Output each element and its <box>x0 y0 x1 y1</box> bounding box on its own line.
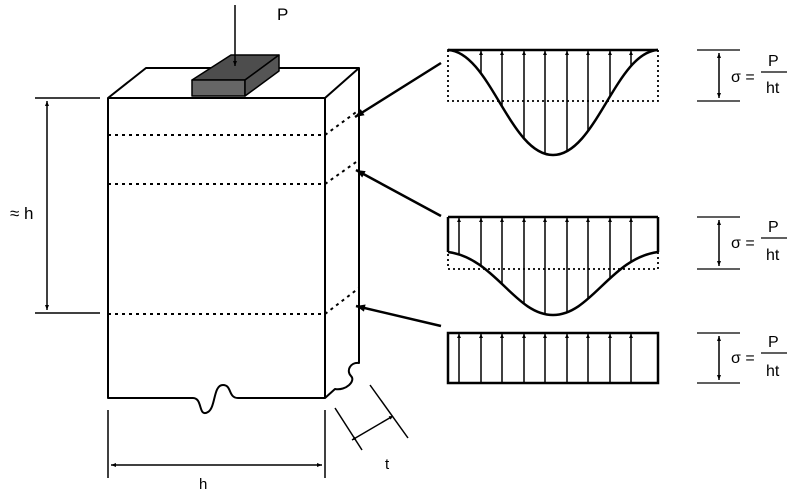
height-approx-label: ≈ h <box>10 204 34 223</box>
pointer-arrows <box>354 61 442 328</box>
stress-diagram-top: σ = P ht <box>447 48 787 157</box>
bearing-plate-side <box>244 54 280 97</box>
pointer-arrow-top <box>354 61 442 119</box>
stress-arrows-top <box>479 51 633 154</box>
svg-text:P: P <box>768 334 779 351</box>
stress-curve-top <box>447 48 659 157</box>
bearing-plate-front <box>191 79 246 97</box>
stress-formula-middle: σ = P ht <box>731 219 787 264</box>
wall-block <box>107 67 360 415</box>
svg-text:σ =: σ = <box>731 350 755 367</box>
svg-text:ht: ht <box>766 80 780 97</box>
svg-text:σ =: σ = <box>731 235 755 252</box>
bearing-plate <box>191 54 280 97</box>
load-label: P <box>277 5 288 24</box>
svg-text:σ =: σ = <box>731 69 755 86</box>
thickness-label: t <box>385 456 390 473</box>
stress-diagram-middle: σ = P ht <box>446 215 787 317</box>
wall-front-face <box>107 97 326 415</box>
wall-side-face <box>324 68 360 399</box>
stress-formula-bottom: σ = P ht <box>731 334 787 380</box>
stress-formula-top: σ = P ht <box>731 53 787 97</box>
svg-text:P: P <box>768 53 779 70</box>
height-dimension <box>35 97 100 314</box>
stress-diagram-bottom: σ = P ht <box>446 331 787 385</box>
svg-text:ht: ht <box>766 363 780 380</box>
thickness-dimension <box>334 384 409 451</box>
width-label: h <box>199 476 207 493</box>
width-dimension <box>107 410 326 478</box>
pointer-arrow-middle <box>355 168 442 218</box>
pointer-arrow-bottom <box>355 304 442 328</box>
stress-arrows-bottom <box>457 334 633 382</box>
svg-text:ht: ht <box>766 247 780 264</box>
stress-arrows-middle <box>457 218 633 315</box>
stress-curve-middle <box>447 250 659 317</box>
section-cut-lines <box>108 109 360 315</box>
svg-text:P: P <box>768 219 779 236</box>
